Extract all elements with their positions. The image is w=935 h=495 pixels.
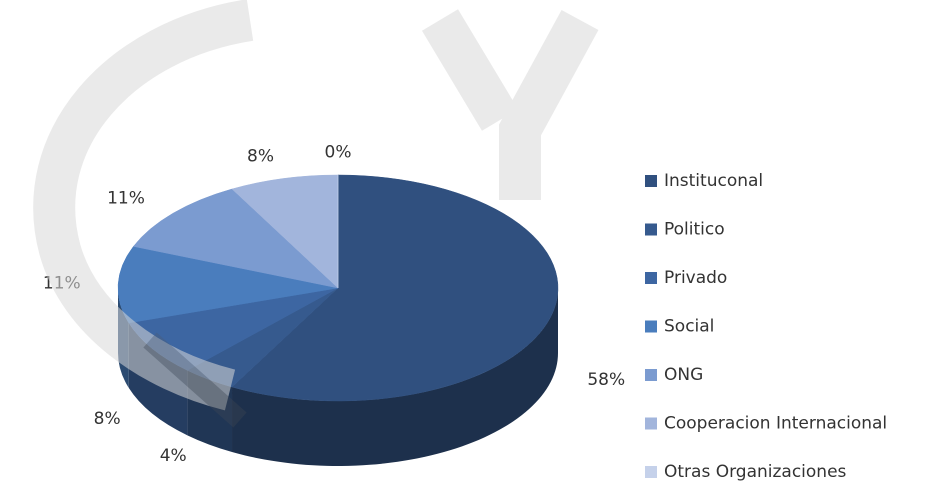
data-label: 11% bbox=[107, 188, 145, 208]
legend-swatch bbox=[645, 320, 657, 333]
legend-swatch bbox=[645, 466, 657, 478]
data-label: 0% bbox=[325, 142, 352, 162]
legend-label: Cooperacion Internacional bbox=[664, 414, 887, 434]
legend-label: Otras Organizaciones bbox=[664, 462, 847, 482]
data-label: 8% bbox=[94, 409, 121, 429]
legend-label: Instituconal bbox=[664, 171, 763, 191]
watermark-stroke bbox=[143, 332, 247, 428]
legend: Instituconal Politico Privado Social ONG Coop… bbox=[645, 171, 887, 482]
watermark-y bbox=[421, 9, 599, 200]
legend-label: Politico bbox=[664, 220, 725, 240]
data-label: 58% bbox=[587, 370, 625, 390]
slice bbox=[133, 188, 339, 289]
legend-swatch bbox=[645, 223, 657, 236]
legend-label: Privado bbox=[664, 268, 727, 288]
legend-swatch bbox=[645, 272, 657, 284]
legend-swatch bbox=[645, 369, 657, 381]
watermark bbox=[33, 0, 599, 428]
data-label: 8% bbox=[247, 147, 274, 167]
legend-label: Social bbox=[664, 317, 714, 337]
data-label: 4% bbox=[160, 446, 187, 466]
watermark-c bbox=[33, 0, 254, 411]
pie: 58%4%8%11%11%8% 0% bbox=[43, 142, 625, 466]
legend-label: ONG bbox=[664, 365, 703, 385]
slice bbox=[231, 174, 339, 289]
legend-swatch bbox=[645, 417, 657, 430]
slice bbox=[231, 174, 559, 402]
legend-swatch bbox=[645, 175, 657, 187]
slice-side bbox=[232, 288, 558, 466]
